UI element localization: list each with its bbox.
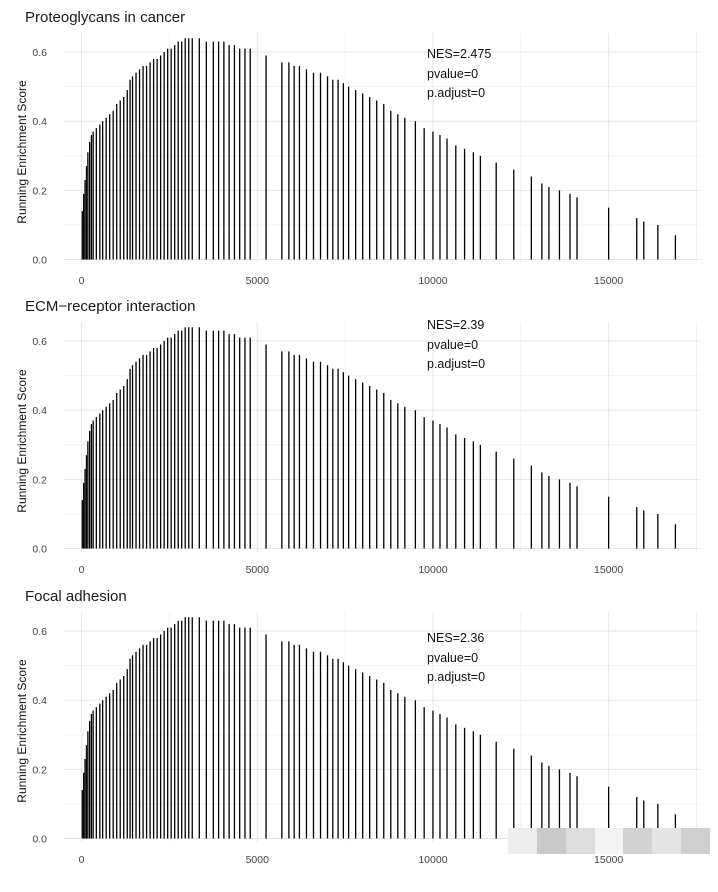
- y-tick-label: 0.4: [32, 405, 47, 417]
- x-tick-label: 15000: [594, 275, 623, 287]
- padjust-annotation: p.adjust=0: [427, 670, 485, 684]
- watermark-blur: [508, 828, 711, 854]
- grid: [64, 33, 700, 263]
- y-ticks: 0.0 0.2 0.4 0.6: [32, 47, 47, 267]
- x-tick-label: 0: [79, 275, 85, 287]
- x-tick-label: 10000: [418, 275, 447, 287]
- enrichment-panel-ecm-receptor: ECM−receptor interaction Running Enrichm…: [15, 298, 700, 576]
- x-ticks: 0 5000 10000 15000: [79, 564, 624, 576]
- padjust-annotation: p.adjust=0: [427, 86, 485, 100]
- x-tick-label: 15000: [594, 564, 623, 576]
- grid: [64, 612, 700, 842]
- nes-annotation: NES=2.39: [427, 318, 484, 332]
- enrichment-panel-proteoglycans: Proteoglycans in cancer Running Enrichme…: [15, 9, 700, 287]
- panel-title: Proteoglycans in cancer: [25, 9, 185, 26]
- y-tick-label: 0.4: [32, 695, 47, 707]
- panel-title: ECM−receptor interaction: [25, 298, 196, 315]
- y-tick-label: 0.6: [32, 626, 47, 638]
- x-tick-label: 5000: [246, 854, 270, 866]
- y-tick-label: 0.2: [32, 185, 47, 197]
- nes-annotation: NES=2.36: [427, 631, 484, 645]
- y-tick-label: 0.2: [32, 474, 47, 486]
- pvalue-annotation: pvalue=0: [427, 338, 478, 352]
- nes-annotation: NES=2.475: [427, 47, 491, 61]
- y-tick-label: 0.6: [32, 47, 47, 59]
- y-tick-label: 0.2: [32, 764, 47, 776]
- x-tick-label: 10000: [418, 854, 447, 866]
- x-ticks: 0 5000 10000 15000: [79, 854, 624, 866]
- grid: [64, 322, 700, 552]
- x-tick-label: 0: [79, 854, 85, 866]
- x-tick-label: 0: [79, 564, 85, 576]
- y-ticks: 0.0 0.2 0.4 0.6: [32, 626, 47, 846]
- y-axis-label: Running Enrichment Score: [15, 369, 29, 513]
- x-tick-label: 10000: [418, 564, 447, 576]
- y-tick-label: 0.6: [32, 336, 47, 348]
- panel-title: Focal adhesion: [25, 588, 127, 605]
- y-tick-label: 0.0: [32, 834, 47, 846]
- x-ticks: 0 5000 10000 15000: [79, 275, 624, 287]
- y-tick-label: 0.4: [32, 116, 47, 128]
- y-tick-label: 0.0: [32, 255, 47, 267]
- y-axis-label: Running Enrichment Score: [15, 659, 29, 803]
- x-tick-label: 5000: [246, 564, 270, 576]
- pvalue-annotation: pvalue=0: [427, 67, 478, 81]
- y-tick-label: 0.0: [32, 544, 47, 556]
- enrichment-panel-focal-adhesion: Focal adhesion Running Enrichment Score …: [15, 588, 700, 866]
- x-tick-label: 5000: [246, 275, 270, 287]
- pvalue-annotation: pvalue=0: [427, 651, 478, 665]
- y-axis-label: Running Enrichment Score: [15, 80, 29, 224]
- x-tick-label: 15000: [594, 854, 623, 866]
- gene-hits: [81, 327, 677, 549]
- gene-hits: [81, 38, 677, 260]
- padjust-annotation: p.adjust=0: [427, 357, 485, 371]
- y-ticks: 0.0 0.2 0.4 0.6: [32, 336, 47, 556]
- gene-hits: [81, 617, 677, 839]
